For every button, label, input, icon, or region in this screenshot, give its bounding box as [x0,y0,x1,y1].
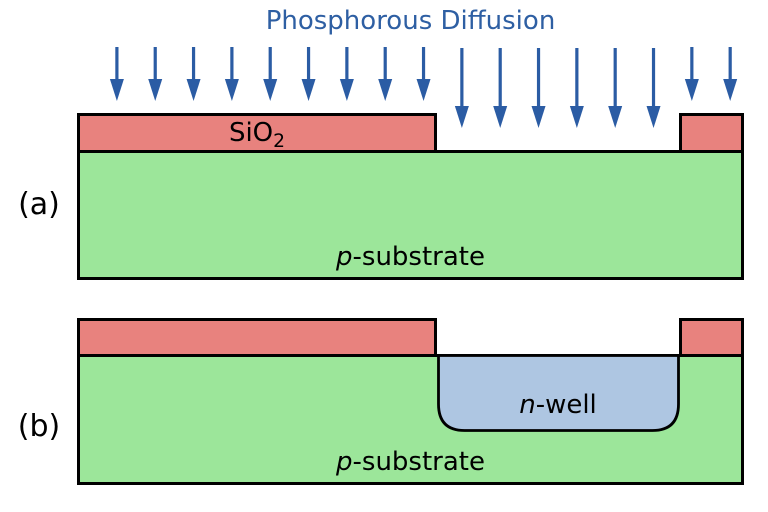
diffusion-arrow-head [646,106,661,128]
nwell-label-rest: -well [535,390,597,420]
diffusion-arrow-head [224,79,239,101]
substrate-b-label-italic: p [336,447,353,477]
oxide-layer-a-left [77,113,437,153]
oxide-label: SiO2 [77,115,437,160]
oxide-layer-b-right [679,318,744,357]
diffusion-arrow-head [493,106,508,128]
diffusion-arrow-head [109,79,124,101]
diffusion-arrows [109,47,738,128]
substrate-b-label-rest: -substrate [352,447,485,477]
diffusion-arrow-head [263,79,278,101]
oxide-layer-b-left [77,318,437,357]
substrate-b-label: p-substrate [77,447,744,477]
panel-b-label: (b) [17,409,61,444]
diffusion-arrow-head [454,106,469,128]
nwell-shape [437,354,680,432]
diffusion-arrow-head [339,79,354,101]
diffusion-arrow-head [416,79,431,101]
substrate-a [77,150,744,280]
substrate-a-label-rest: -substrate [352,242,485,272]
substrate-a-label-italic: p [336,242,353,272]
nwell-label-italic: n [519,390,536,420]
oxide-layer-a-right [679,113,744,153]
diffusion-arrow-head [531,106,546,128]
diffusion-arrow-head [378,79,393,101]
oxide-label-base: SiO [228,118,274,148]
diffusion-arrow-head [301,79,316,101]
diffusion-arrow-head [186,79,201,101]
diffusion-arrow-head [723,79,738,101]
diffusion-arrow-head [148,79,163,101]
panel-a-label: (a) [18,187,60,222]
diffusion-arrow-head [608,106,623,128]
nwell-label: n-well [437,390,679,420]
diagram-title: Phosphorous Diffusion [265,6,556,36]
diffusion-arrow-head [684,79,699,101]
diffusion-arrow-head [569,106,584,128]
substrate-a-label: p-substrate [77,242,744,272]
oxide-label-subscript: 2 [273,131,286,153]
